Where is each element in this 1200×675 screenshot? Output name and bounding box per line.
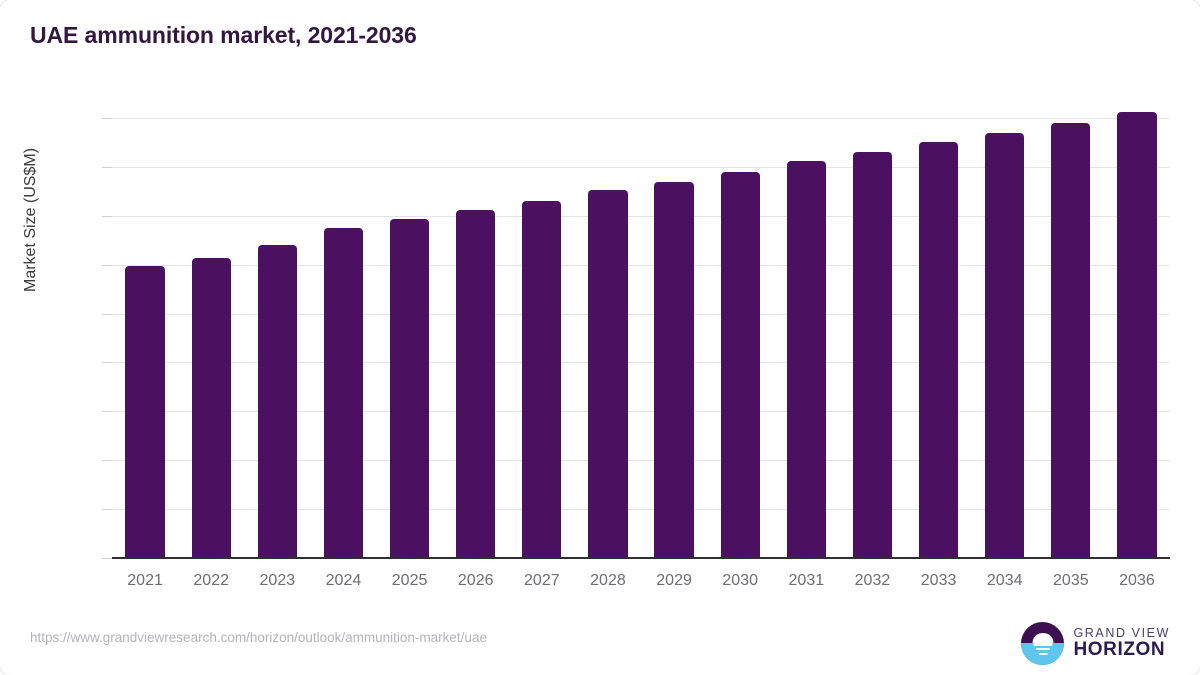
y-tick-mark bbox=[102, 362, 112, 364]
y-tick-mark bbox=[102, 460, 112, 462]
page-title: UAE ammunition market, 2021-2036 bbox=[30, 22, 417, 48]
y-tick-mark bbox=[102, 166, 112, 168]
bar-slot[interactable] bbox=[1051, 118, 1091, 558]
bar[interactable] bbox=[257, 245, 297, 558]
bar-slot[interactable] bbox=[191, 118, 231, 558]
gridline bbox=[112, 362, 1170, 364]
bar-slot[interactable] bbox=[456, 118, 496, 558]
gridline bbox=[112, 313, 1170, 315]
y-tick-mark bbox=[102, 558, 112, 559]
bar-slot[interactable] bbox=[985, 118, 1025, 558]
bar[interactable] bbox=[852, 152, 893, 558]
plot-area: 050100150200250300350400450 202120222023… bbox=[102, 112, 1170, 589]
x-tick-label: 2025 bbox=[391, 572, 428, 589]
logo-ray-2 bbox=[1035, 647, 1050, 651]
bar[interactable] bbox=[1117, 112, 1157, 558]
bar-slot[interactable] bbox=[1117, 112, 1157, 558]
y-axis-title: Market Size (US$M) bbox=[22, 147, 39, 293]
bar-slot[interactable] bbox=[720, 118, 760, 558]
source-url[interactable]: https://www.grandviewresearch.com/horizo… bbox=[30, 630, 487, 645]
x-tick-label: 2031 bbox=[788, 572, 825, 589]
x-tick-label: 2027 bbox=[524, 572, 560, 589]
bar-slot[interactable] bbox=[257, 118, 297, 558]
bar-slot[interactable] bbox=[654, 118, 694, 558]
bar[interactable] bbox=[522, 201, 562, 558]
bar[interactable] bbox=[456, 209, 496, 558]
x-tick-label: 2026 bbox=[457, 572, 494, 589]
x-tick-label: 2032 bbox=[854, 572, 891, 589]
bar[interactable] bbox=[323, 227, 364, 558]
bar[interactable] bbox=[985, 132, 1025, 558]
bar[interactable] bbox=[191, 257, 231, 558]
gridline bbox=[112, 460, 1170, 462]
y-tick-mark bbox=[102, 118, 112, 119]
bar[interactable] bbox=[588, 190, 628, 558]
brand-logo: GRAND VIEW HORIZON bbox=[1021, 620, 1170, 666]
y-tick-mark bbox=[102, 313, 112, 315]
y-tick-mark bbox=[102, 215, 112, 217]
y-tick-mark bbox=[102, 509, 112, 511]
bar[interactable] bbox=[1051, 122, 1091, 558]
x-tick-label: 2033 bbox=[920, 572, 957, 589]
x-tick-label: 2022 bbox=[193, 572, 229, 589]
x-tick-label: 2023 bbox=[259, 572, 296, 589]
bar-slot[interactable] bbox=[125, 118, 165, 558]
x-tick-label: 2036 bbox=[1119, 572, 1155, 589]
bar[interactable] bbox=[720, 171, 760, 558]
x-tick-label: 2034 bbox=[986, 572, 1023, 589]
x-tick-label: 2035 bbox=[1053, 572, 1089, 589]
bar-slot[interactable] bbox=[323, 118, 364, 558]
gridline bbox=[112, 215, 1170, 217]
x-tick-label: 2028 bbox=[590, 572, 626, 589]
x-tick-label: 2029 bbox=[656, 572, 692, 589]
gridline bbox=[112, 118, 1170, 119]
bar[interactable] bbox=[125, 265, 165, 558]
bar-slot[interactable] bbox=[786, 118, 826, 558]
gridline bbox=[112, 411, 1170, 413]
x-tick-label: 2021 bbox=[127, 572, 163, 589]
gridline bbox=[112, 264, 1170, 266]
x-axis-line bbox=[112, 557, 1170, 559]
bar-slot[interactable] bbox=[389, 118, 430, 558]
logo-dome-shape bbox=[1032, 632, 1054, 643]
y-tick-mark bbox=[102, 264, 112, 266]
x-tick-label: 2030 bbox=[722, 572, 758, 589]
bar-slot[interactable] bbox=[852, 118, 893, 558]
x-tick-label: 2024 bbox=[325, 572, 362, 589]
bar[interactable] bbox=[654, 181, 694, 558]
logo-ray-1 bbox=[1033, 643, 1053, 646]
gridline bbox=[112, 166, 1170, 168]
logo-ray-3 bbox=[1038, 652, 1048, 656]
bar-series bbox=[112, 112, 1170, 558]
logo-top-text: GRAND VIEW bbox=[1073, 626, 1170, 641]
y-tick-mark bbox=[102, 411, 112, 413]
bar[interactable] bbox=[786, 161, 826, 558]
grand-view-horizon-logo-icon bbox=[1021, 621, 1065, 665]
logo-bottom-text: HORIZON bbox=[1073, 639, 1166, 661]
bar-slot[interactable] bbox=[522, 118, 562, 558]
bar-slot[interactable] bbox=[918, 118, 959, 558]
bar-slot[interactable] bbox=[588, 118, 628, 558]
bar[interactable] bbox=[918, 142, 959, 558]
gridline bbox=[112, 509, 1170, 511]
logo-text: GRAND VIEW HORIZON bbox=[1073, 626, 1170, 660]
bar[interactable] bbox=[389, 218, 430, 558]
